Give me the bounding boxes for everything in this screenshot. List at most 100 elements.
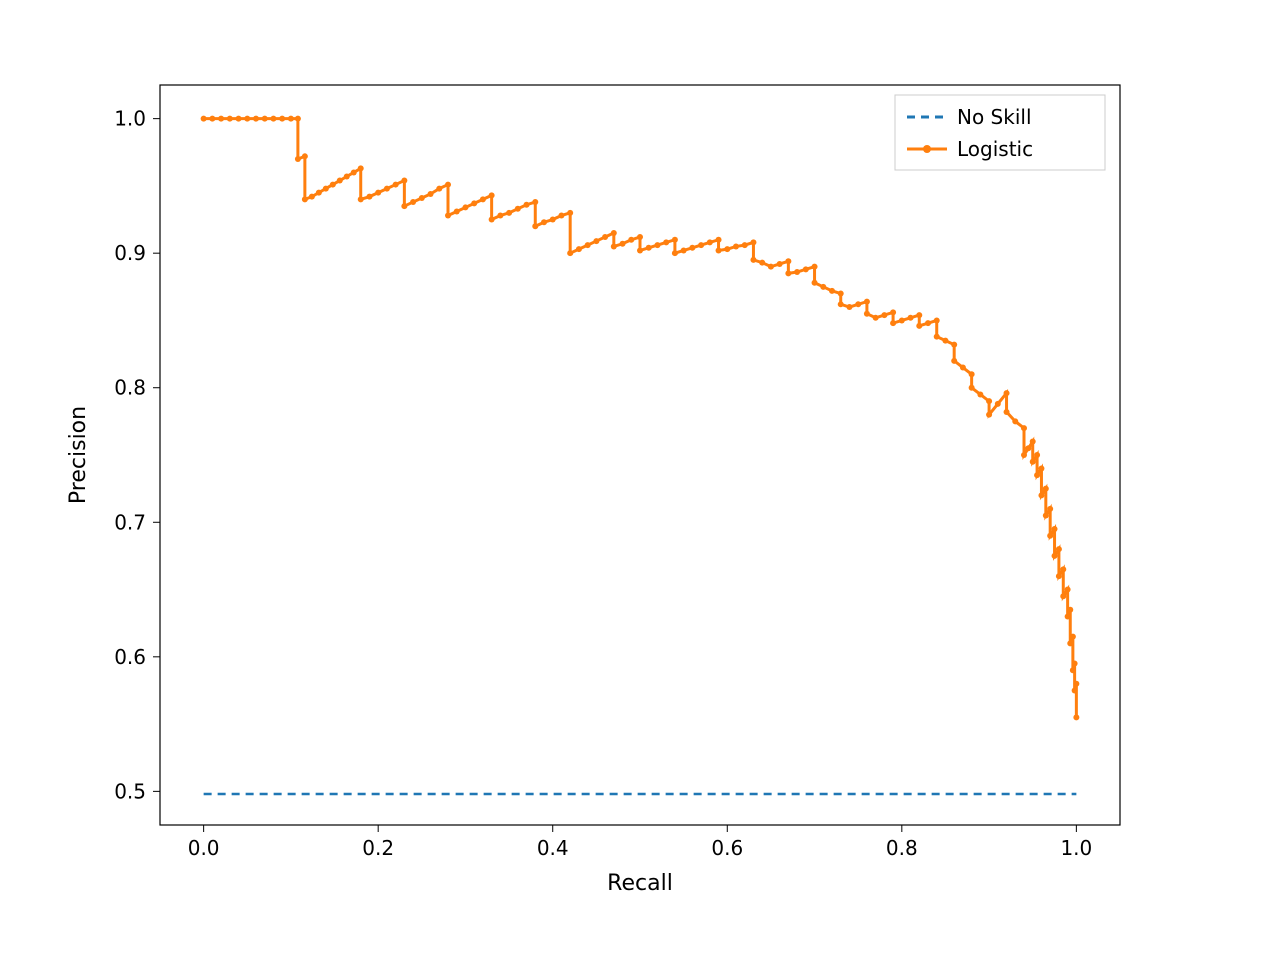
series-marker [1052,553,1058,559]
series-marker [236,116,242,122]
series-marker [218,116,224,122]
series-marker [890,309,896,315]
series-marker [969,385,975,391]
series-marker [785,258,791,264]
series-marker [428,191,434,197]
series-marker [777,261,783,267]
series-marker [1070,667,1076,673]
x-tick-label: 0.2 [362,836,394,860]
series-marker [454,208,460,214]
series-marker [995,401,1001,407]
series-marker [1072,661,1078,667]
series-marker [672,237,678,243]
series-marker [497,213,503,219]
series-marker [899,317,905,323]
series-marker [916,312,922,318]
series-marker [262,116,268,122]
series-marker [637,234,643,240]
series-marker [1012,418,1018,424]
x-tick-label: 0.4 [537,836,569,860]
series-marker [524,202,530,208]
series-marker [602,234,608,240]
series-marker [358,196,364,202]
series-marker [489,192,495,198]
series-marker [1067,640,1073,646]
series-marker [506,210,512,216]
series-marker [803,266,809,272]
series-marker [558,213,564,219]
series-marker [707,239,713,245]
series-marker [908,315,914,321]
series-marker [1065,613,1071,619]
series-marker [838,301,844,307]
series-marker [951,358,957,364]
series-marker [593,238,599,244]
series-marker [302,153,308,159]
series-marker [436,186,442,192]
series-marker [419,195,425,201]
x-tick-label: 1.0 [1060,836,1092,860]
series-marker [244,116,250,122]
series-marker [585,242,591,248]
series-marker [576,246,582,252]
series-marker [628,237,634,243]
series-marker [567,250,573,256]
series-marker [366,194,372,200]
series-marker [672,250,678,256]
series-marker [445,182,451,188]
series-marker [532,199,538,205]
precision-recall-chart: 0.00.20.40.60.81.0Recall0.50.60.70.80.91… [0,0,1280,960]
series-marker [1072,687,1078,693]
series-marker [316,190,322,196]
series-marker [1047,533,1053,539]
y-tick-label: 0.9 [114,241,146,265]
series-marker [330,182,336,188]
series-marker [637,247,643,253]
series-marker [1025,445,1031,451]
series-marker [515,206,521,212]
series-marker [977,391,983,397]
series-marker [1034,472,1040,478]
series-marker [358,165,364,171]
series-marker [663,239,669,245]
series-marker [986,398,992,404]
series-marker [541,219,547,225]
series-marker [873,315,879,321]
x-axis-label: Recall [607,871,673,896]
series-marker [742,242,748,248]
series-marker [654,242,660,248]
series-marker [1004,390,1010,396]
chart-svg: 0.00.20.40.60.81.0Recall0.50.60.70.80.91… [0,0,1280,960]
series-marker [462,204,468,210]
series-marker [295,116,301,122]
series-marker [1067,607,1073,613]
series-marker [410,199,416,205]
series-marker [401,178,407,184]
series-marker [270,116,276,122]
series-marker [986,412,992,418]
legend-label: No Skill [957,105,1032,129]
series-marker [1021,452,1027,458]
series-marker [768,264,774,270]
series-marker [1060,593,1066,599]
series-marker [794,269,800,275]
series-marker [1043,513,1049,519]
series-marker [724,246,730,252]
y-tick-label: 0.7 [114,510,146,534]
series-marker [1038,492,1044,498]
x-tick-label: 0.0 [188,836,220,860]
series-marker [750,239,756,245]
series-marker [864,299,870,305]
series-marker [689,245,695,251]
series-marker [532,223,538,229]
series-marker [344,173,350,179]
series-line [204,119,1077,718]
series-marker [838,291,844,297]
series-marker [253,116,259,122]
series-marker [445,213,451,219]
series-marker [1004,409,1010,415]
series-marker [934,317,940,323]
series-marker [337,178,343,184]
series-marker [1030,459,1036,465]
series-marker [716,237,722,243]
